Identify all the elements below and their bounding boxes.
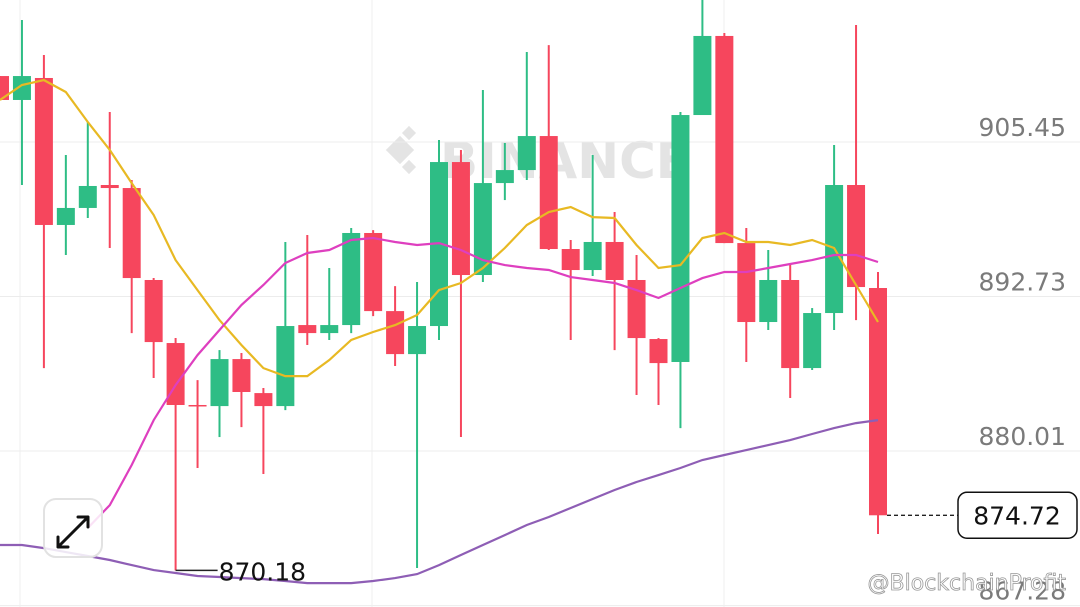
candle-body bbox=[693, 35, 712, 116]
credit: @BlockchainProfit bbox=[868, 571, 1067, 596]
candle-body bbox=[232, 359, 251, 392]
low-annotation: 870.18 bbox=[219, 557, 306, 586]
candle-body bbox=[320, 325, 339, 334]
candle-body bbox=[627, 279, 646, 339]
candle-body bbox=[254, 393, 273, 407]
candle-body bbox=[605, 241, 624, 280]
y-tick-label: 892.73 bbox=[979, 268, 1066, 297]
candle-body bbox=[342, 232, 361, 326]
candle-body bbox=[649, 339, 668, 364]
candle-body bbox=[737, 243, 756, 323]
candle-body bbox=[451, 162, 470, 276]
candle-body bbox=[517, 136, 536, 171]
watermark: BINANCE bbox=[440, 132, 690, 190]
candle-body bbox=[803, 313, 822, 369]
candle-body bbox=[495, 170, 514, 184]
candle-body bbox=[12, 76, 31, 100]
expand-button[interactable] bbox=[43, 498, 103, 558]
last-price-box bbox=[957, 491, 1078, 540]
candle-body bbox=[210, 359, 229, 407]
candle-body bbox=[56, 207, 75, 225]
candle-body bbox=[847, 185, 866, 288]
candle-body bbox=[561, 249, 580, 271]
moving-average-line bbox=[0, 78, 879, 378]
watermark-logo bbox=[385, 125, 417, 175]
candle-body bbox=[364, 232, 383, 312]
y-tick-label: 905.45 bbox=[979, 113, 1066, 142]
candle-body bbox=[539, 136, 558, 250]
candle-body bbox=[78, 185, 97, 208]
moving-average-line bbox=[87, 236, 879, 529]
candle-body bbox=[759, 279, 778, 323]
candle-body bbox=[166, 343, 185, 405]
candle-body bbox=[869, 288, 887, 516]
candle-body bbox=[671, 115, 690, 362]
candle-body bbox=[408, 326, 427, 355]
candle-body bbox=[100, 185, 119, 189]
candle-body bbox=[276, 326, 295, 407]
y-tick-label: 867.28 bbox=[979, 577, 1066, 606]
candle-body bbox=[0, 76, 9, 100]
candle-body bbox=[122, 188, 141, 279]
candle-body bbox=[386, 311, 405, 355]
candle-body bbox=[298, 325, 317, 334]
candle-body bbox=[144, 279, 163, 343]
candle-body bbox=[715, 35, 734, 244]
candle-body bbox=[473, 183, 492, 276]
y-tick-label: 880.01 bbox=[979, 422, 1066, 451]
candle-body bbox=[34, 77, 53, 225]
moving-average-line bbox=[0, 419, 879, 585]
candle-body bbox=[188, 404, 207, 407]
candle-body bbox=[781, 279, 800, 369]
last-price-label: 874.72 bbox=[973, 501, 1060, 530]
candle-body bbox=[583, 241, 602, 271]
